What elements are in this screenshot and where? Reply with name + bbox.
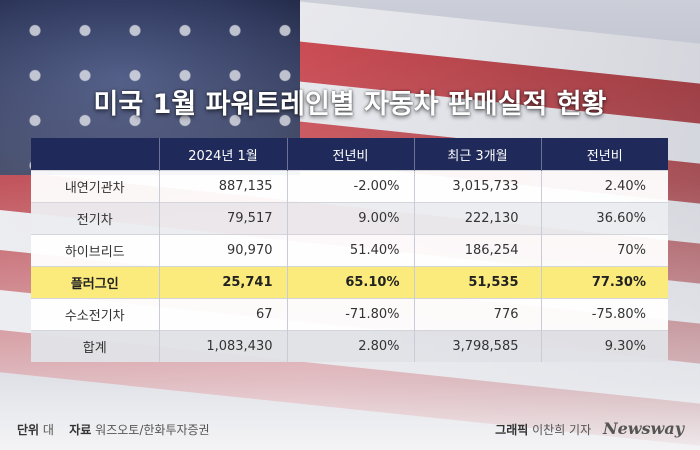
cell-jan-yoy: 65.10%	[287, 266, 415, 299]
cell-three-month-yoy: 77.30%	[541, 266, 668, 299]
cell-jan: 887,135	[159, 170, 288, 203]
cell-jan-yoy: -2.00%	[287, 170, 415, 203]
cell-three-month: 51,535	[414, 266, 542, 299]
cell-jan: 79,517	[159, 202, 288, 235]
cell-three-month-yoy: 70%	[541, 234, 668, 267]
graphic-label: 그래픽	[495, 423, 529, 437]
header-label	[31, 138, 160, 171]
table-header-row: 2024년 1월 전년비 최근 3개월 전년비	[31, 138, 668, 171]
cell-jan: 67	[159, 298, 288, 331]
cell-three-month: 3,015,733	[414, 170, 542, 203]
cell-three-month-yoy: 9.30%	[541, 330, 668, 362]
row-label: 합계	[31, 330, 160, 362]
cell-three-month: 222,130	[414, 202, 542, 235]
table-row: 내연기관차 887,135 -2.00% 3,015,733 2.40%	[31, 170, 668, 203]
source-value: 워즈오토/한화투자증권	[95, 423, 210, 437]
cell-jan: 25,741	[159, 266, 288, 299]
row-label: 내연기관차	[31, 170, 160, 203]
graphic-value: 이찬희 기자	[532, 423, 592, 437]
cell-three-month: 186,254	[414, 234, 542, 267]
newsway-logo: Newsway	[602, 419, 684, 438]
header-jan: 2024년 1월	[159, 138, 288, 171]
table-row: 수소전기차 67 -71.80% 776 -75.80%	[31, 298, 668, 331]
header-jan-yoy: 전년비	[287, 138, 415, 171]
table-row: 전기차 79,517 9.00% 222,130 36.60%	[31, 202, 668, 235]
row-label: 전기차	[31, 202, 160, 235]
cell-three-month-yoy: -75.80%	[541, 298, 668, 331]
cell-jan-yoy: 51.40%	[287, 234, 415, 267]
cell-jan: 90,970	[159, 234, 288, 267]
page-title: 미국 1월 파워트레인별 자동차 판매실적 현황	[93, 89, 607, 120]
footer-source: 단위 대 자료 워즈오토/한화투자증권	[17, 421, 210, 438]
cell-three-month-yoy: 2.40%	[541, 170, 668, 203]
unit-label: 단위	[17, 423, 40, 437]
cell-jan: 1,083,430	[159, 330, 288, 362]
table-row: 하이브리드 90,970 51.40% 186,254 70%	[31, 234, 668, 267]
table-row-highlighted: 플러그인 25,741 65.10% 51,535 77.30%	[31, 266, 668, 299]
cell-jan-yoy: 2.80%	[287, 330, 415, 362]
footer-credit: 그래픽 이찬희 기자 Newsway	[495, 419, 684, 438]
row-label: 하이브리드	[31, 234, 160, 267]
cell-three-month-yoy: 36.60%	[541, 202, 668, 235]
cell-three-month: 776	[414, 298, 542, 331]
cell-three-month: 3,798,585	[414, 330, 542, 362]
sales-table: 2024년 1월 전년비 최근 3개월 전년비 내연기관차 887,135 -2…	[31, 138, 668, 362]
row-label: 수소전기차	[31, 298, 160, 331]
table-row-total: 합계 1,083,430 2.80% 3,798,585 9.30%	[31, 330, 668, 362]
header-three-month: 최근 3개월	[414, 138, 542, 171]
row-label: 플러그인	[31, 266, 160, 299]
cell-jan-yoy: 9.00%	[287, 202, 415, 235]
unit-value: 대	[42, 423, 54, 437]
source-label: 자료	[69, 423, 92, 437]
header-three-month-yoy: 전년비	[541, 138, 668, 171]
cell-jan-yoy: -71.80%	[287, 298, 415, 331]
